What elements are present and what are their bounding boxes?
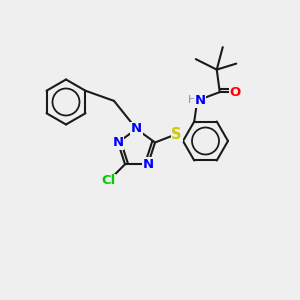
Text: N: N — [142, 158, 154, 171]
Text: N: N — [131, 122, 142, 136]
Text: O: O — [230, 85, 241, 99]
Text: N: N — [195, 94, 206, 107]
Text: S: S — [171, 127, 182, 142]
Text: H: H — [188, 95, 196, 105]
Text: N: N — [112, 136, 124, 149]
Text: Cl: Cl — [101, 174, 116, 187]
